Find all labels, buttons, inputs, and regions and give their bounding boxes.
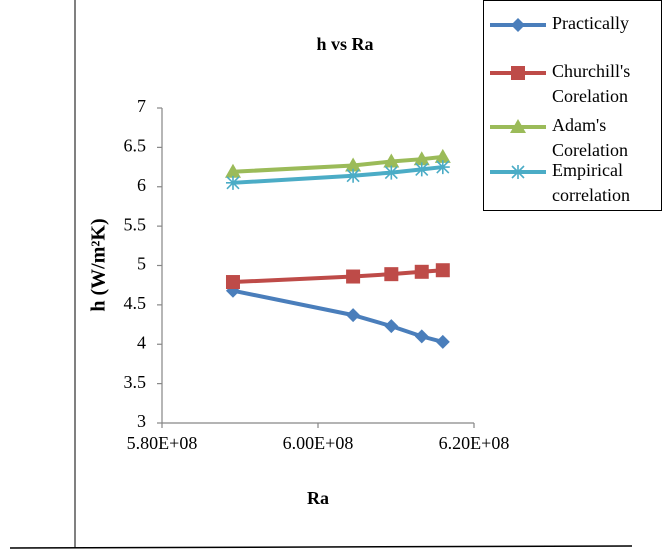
- y-tick-label: 4: [137, 332, 146, 352]
- y-tick-label: 5: [137, 254, 146, 274]
- marker: [346, 308, 361, 323]
- chart-title: h vs Ra: [316, 34, 373, 54]
- legend-label-line: correlation: [552, 185, 630, 205]
- series-line: [232, 288, 444, 344]
- marker: [384, 165, 399, 180]
- marker: [225, 275, 240, 290]
- marker: [346, 168, 361, 183]
- x-tick-label: 6.00E+08: [283, 433, 354, 453]
- y-tick-label: 6.5: [124, 136, 147, 156]
- marker: [510, 119, 526, 133]
- y-tick-label: 5.5: [124, 214, 147, 234]
- legend-box: [483, 0, 662, 211]
- legend-label: Churchill's Corelation: [552, 61, 630, 106]
- marker: [511, 66, 525, 80]
- marker: [384, 319, 399, 334]
- marker: [383, 153, 400, 168]
- legend-label-line: Empirical: [552, 160, 623, 180]
- marker: [435, 263, 450, 278]
- legend-label-line: Churchill's: [552, 61, 630, 81]
- chart-border: [9, 545, 633, 549]
- marker: [414, 329, 429, 344]
- marker: [434, 148, 451, 163]
- marker: [384, 267, 399, 282]
- y-tick-label: 3.5: [124, 372, 147, 392]
- legend-label-line: Practically: [552, 13, 629, 33]
- marker: [224, 163, 241, 178]
- marker: [511, 165, 525, 179]
- legend-label: Empirical correlation: [552, 160, 630, 205]
- legend-label-line: Adam's: [552, 115, 606, 135]
- marker: [435, 334, 450, 349]
- marker: [414, 264, 429, 279]
- x-tick-label: 5.80E+08: [127, 433, 198, 453]
- y-tick-label: 6: [137, 175, 146, 195]
- marker: [413, 151, 430, 166]
- x-axis-label: Ra: [307, 488, 329, 508]
- series-line: [232, 268, 443, 285]
- y-axis-label: h (W/m²K): [88, 218, 110, 311]
- y-tick-label: 4.5: [124, 293, 147, 313]
- legend-label-line: Corelation: [552, 86, 628, 106]
- marker: [435, 160, 450, 175]
- legend-label-line: Corelation: [552, 140, 628, 160]
- marker: [225, 175, 240, 190]
- legend-label: Adam's Corelation: [552, 115, 628, 160]
- x-tick-label: 6.20E+08: [439, 433, 510, 453]
- marker: [346, 269, 361, 284]
- y-tick-label: 7: [137, 96, 146, 116]
- marker: [414, 162, 429, 177]
- legend-label: Practically: [552, 13, 629, 33]
- marker: [511, 18, 525, 32]
- marker: [345, 157, 362, 172]
- y-tick-label: 3: [137, 411, 146, 431]
